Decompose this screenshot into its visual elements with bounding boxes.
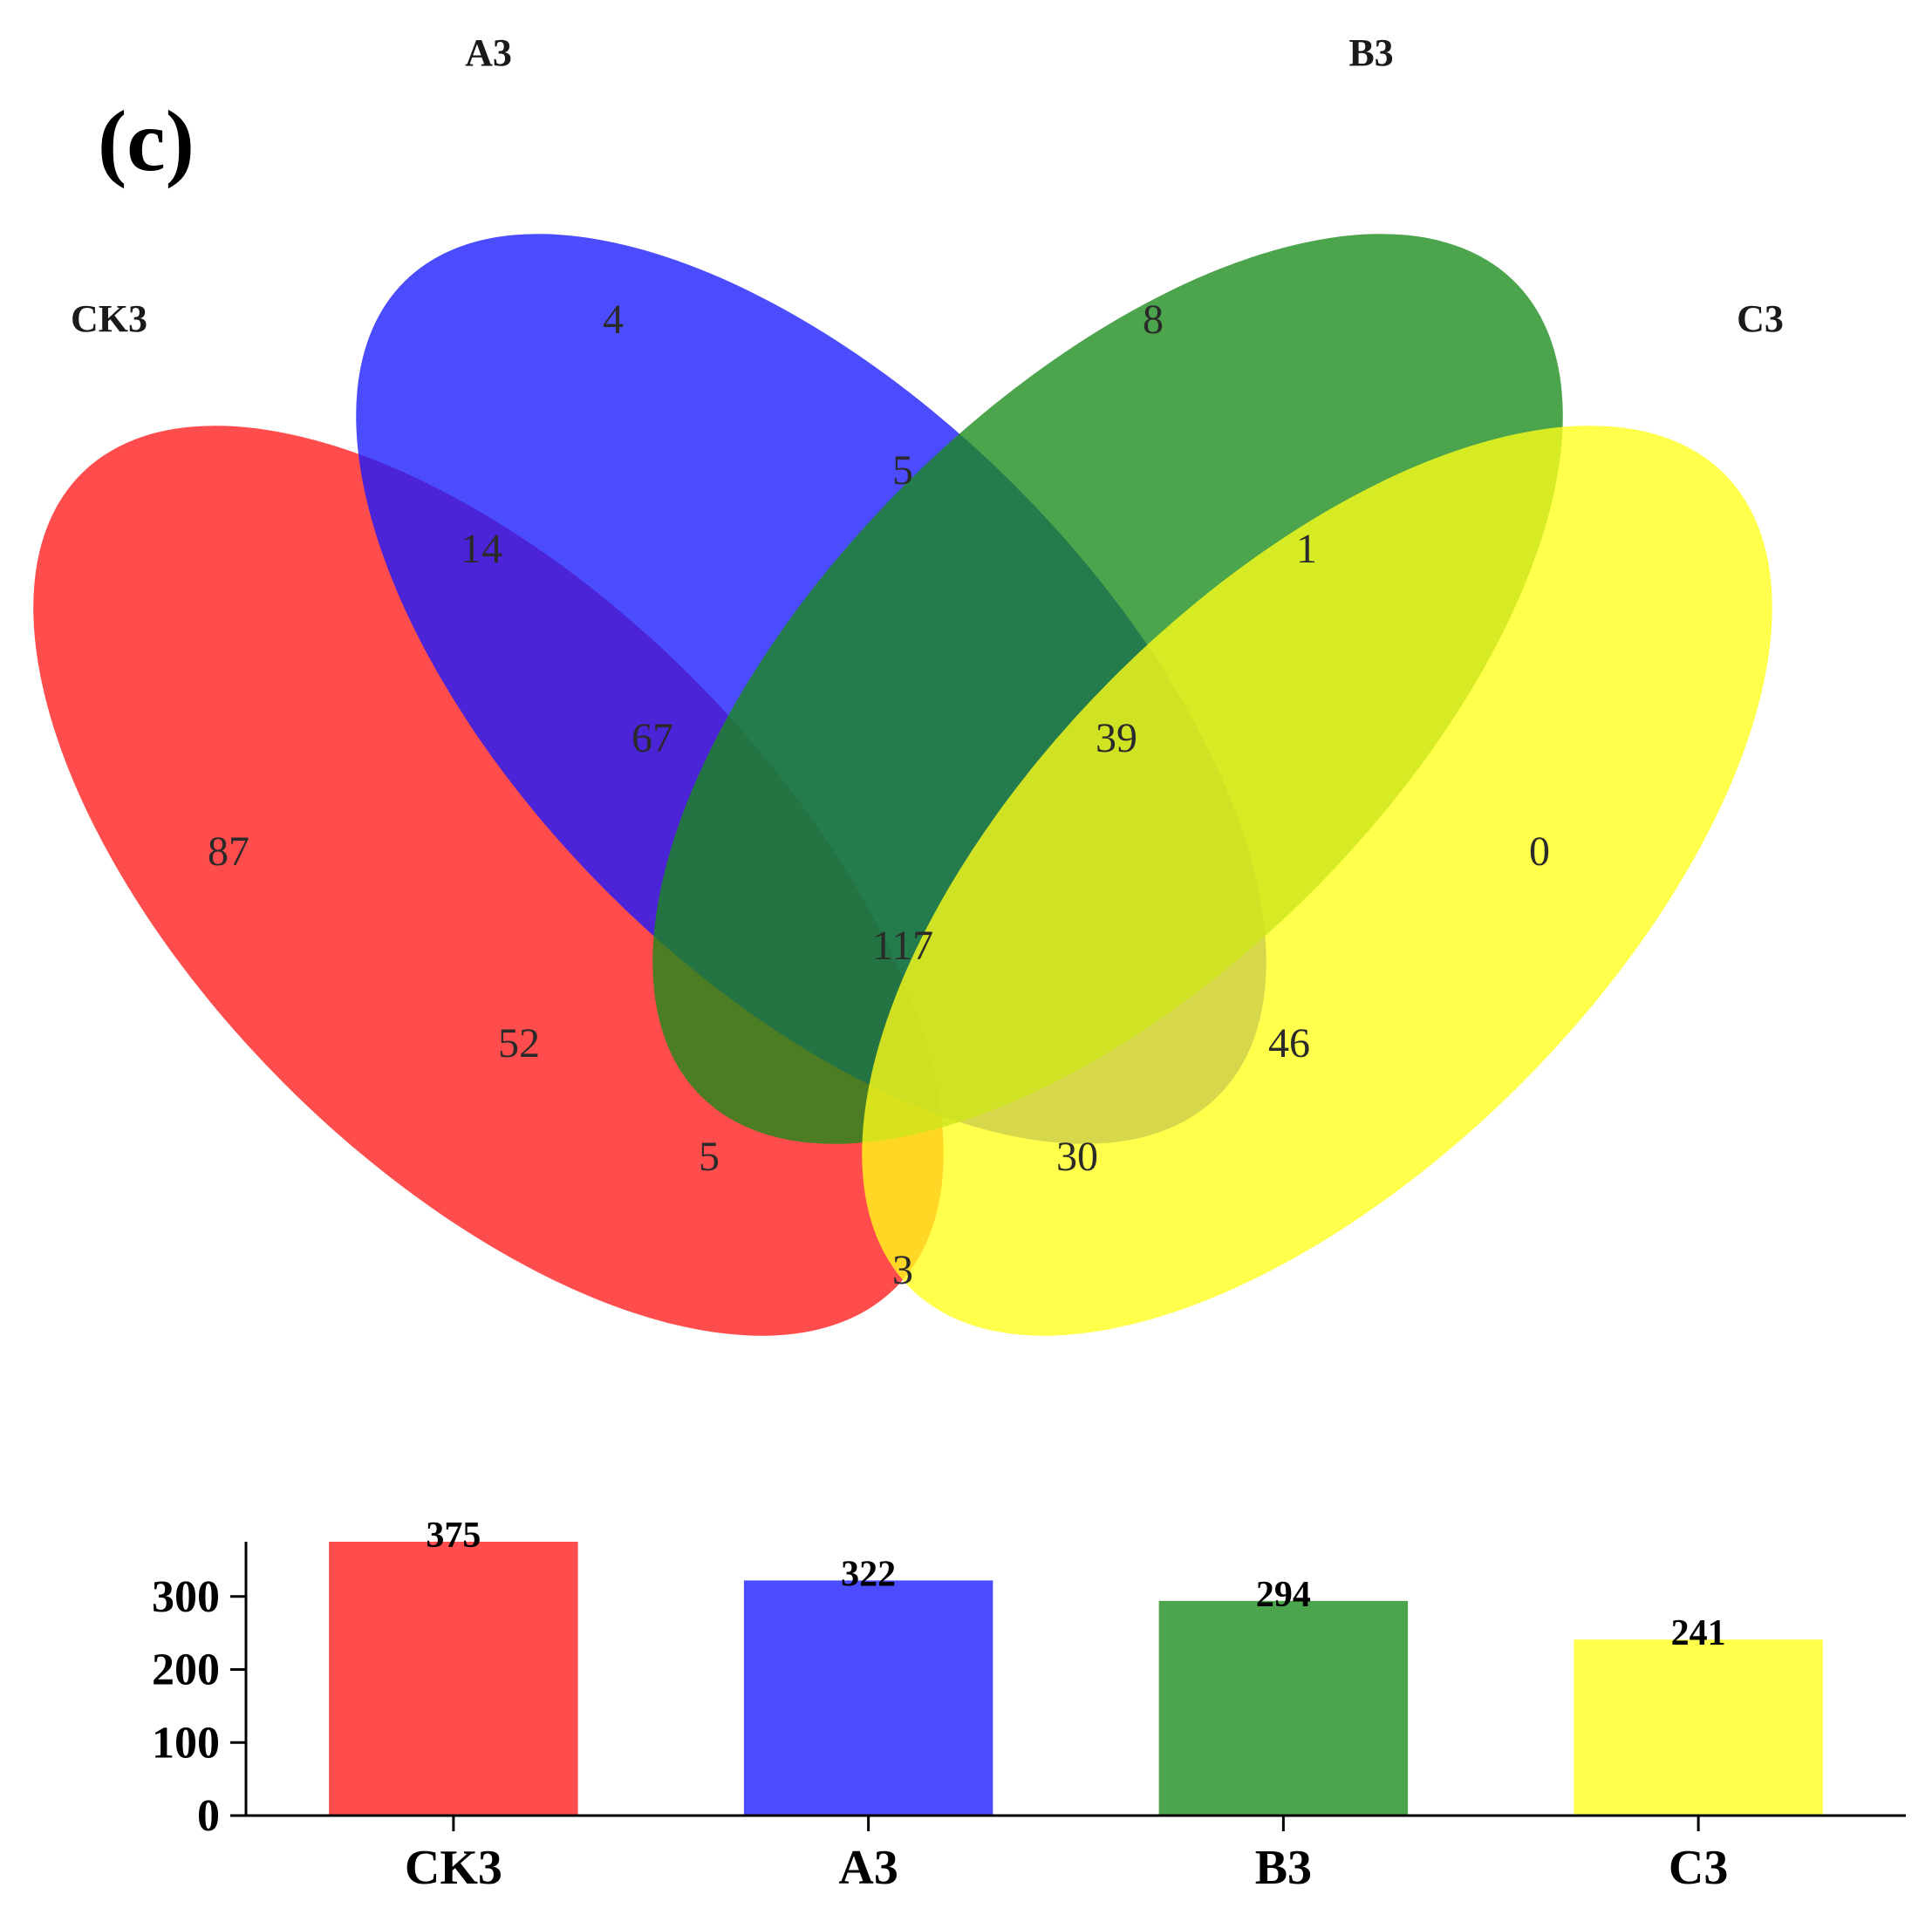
bar-b3 bbox=[1158, 1600, 1409, 1816]
set-label-c3: C3 bbox=[1737, 297, 1784, 340]
x-tick-label-a3: A3 bbox=[838, 1841, 898, 1895]
venn-count-a3-b3: 5 bbox=[892, 447, 913, 494]
bar-ck3 bbox=[329, 1542, 578, 1816]
y-tick-label-0: 0 bbox=[197, 1791, 220, 1841]
venn-count-a3-c3: 46 bbox=[1268, 1020, 1310, 1066]
venn-count-ck3-only: 87 bbox=[208, 828, 249, 875]
y-tick-label-100: 100 bbox=[152, 1718, 220, 1768]
set-label-b3: B3 bbox=[1348, 31, 1393, 74]
set-label-ck3: CK3 bbox=[71, 297, 147, 340]
bar-value-labels: 375 322 294 241 bbox=[426, 1516, 1725, 1653]
venn-count-b3-c3: 1 bbox=[1296, 526, 1317, 572]
venn-count-ck3-c3: 3 bbox=[892, 1247, 913, 1293]
x-tick-label-c3: C3 bbox=[1669, 1841, 1728, 1895]
bar-value-label-ck3: 375 bbox=[426, 1516, 481, 1556]
bar-chart: 375 322 294 241 0 100 200 300 CK3 A3 B3 C3 bbox=[152, 1516, 1906, 1895]
venn-ellipse-c3 bbox=[862, 426, 1772, 1336]
y-axis-ticks: 0 100 200 300 bbox=[152, 1572, 246, 1841]
bar-c3 bbox=[1574, 1639, 1823, 1816]
venn-count-a3-b3-c3: 39 bbox=[1096, 715, 1137, 761]
bar-value-label-b3: 294 bbox=[1256, 1575, 1311, 1615]
venn-count-c3-only: 0 bbox=[1529, 828, 1550, 875]
venn-count-a3-only: 4 bbox=[603, 296, 624, 343]
venn-count-b3-only: 8 bbox=[1143, 296, 1164, 343]
set-label-a3: A3 bbox=[465, 31, 512, 74]
venn-count-ck3-b3: 52 bbox=[498, 1020, 540, 1066]
y-tick-label-300: 300 bbox=[152, 1572, 220, 1622]
venn-diagram: CK3 A3 B3 C3 87 4 8 0 14 5 1 67 39 117 5… bbox=[33, 31, 1784, 1336]
bar-series bbox=[329, 1542, 1823, 1816]
x-tick-label-ck3: CK3 bbox=[405, 1841, 502, 1895]
bar-value-label-c3: 241 bbox=[1671, 1613, 1726, 1653]
x-axis-ticks: CK3 A3 B3 C3 bbox=[405, 1816, 1728, 1895]
bar-a3 bbox=[743, 1580, 993, 1816]
venn-count-ck3-a3: 14 bbox=[461, 526, 502, 572]
venn-count-ck3-a3-b3: 67 bbox=[631, 715, 673, 761]
venn-count-all-four: 117 bbox=[872, 923, 933, 969]
x-tick-label-b3: B3 bbox=[1255, 1841, 1312, 1895]
panel-label: (c) bbox=[98, 92, 195, 189]
venn-count-ck3-a3-c3: 30 bbox=[1056, 1134, 1098, 1180]
bar-value-label-a3: 322 bbox=[841, 1554, 896, 1594]
y-tick-label-200: 200 bbox=[152, 1646, 220, 1695]
venn-count-ck3-b3-c3: 5 bbox=[699, 1134, 720, 1180]
